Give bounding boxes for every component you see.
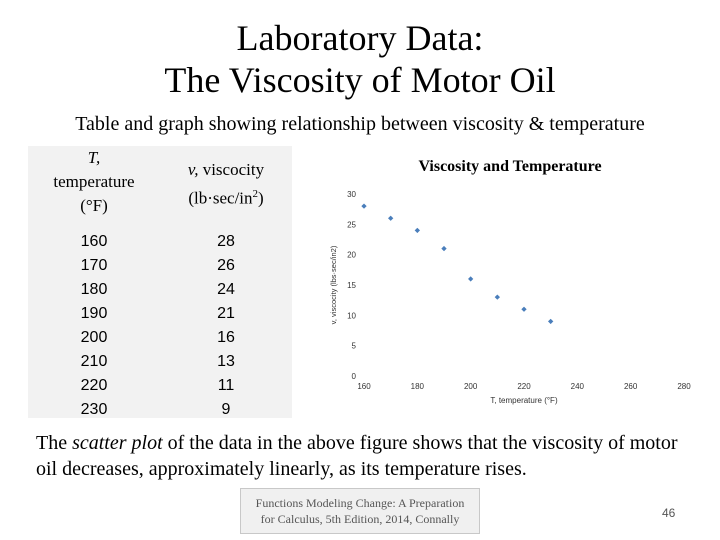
slide-title-line1: Laboratory Data: [236,18,484,58]
data-point [360,202,368,210]
x-tick-label: 240 [571,382,585,391]
temperature-column: T, temperature (°F) 160 170 180 190 200 … [28,146,160,422]
viscosity-cell: 28 [217,233,235,250]
viscosity-cell: 9 [221,401,231,418]
paragraph-emphasis: scatter plot [72,432,163,454]
y-axis-label: v, viscocity (lbs·sec/in2) [329,245,338,324]
temperature-header: T, temperature (°F) [28,146,160,230]
footer-text: Functions Modeling Change: A Preparation… [241,489,479,527]
data-point [520,305,528,314]
temperature-cell: 190 [80,305,108,322]
footer-box: Functions Modeling Change: A Preparation… [240,488,480,534]
slide-subtitle: Table and graph showing relationship bet… [75,113,645,135]
data-point [546,317,555,326]
temperature-cell: 230 [80,401,108,418]
data-point [466,275,475,283]
y-tick-label: 20 [347,251,356,260]
viscosity-cell: 24 [217,281,235,298]
data-table: T, temperature (°F) 160 170 180 190 200 … [28,146,292,418]
viscosity-cell: 21 [217,305,235,322]
viscosity-cell: 16 [217,329,235,346]
footer-line2: for Calculus, 5th Edition, 2014, Connall… [260,512,460,526]
x-tick-label: 160 [357,382,371,391]
temperature-cell: 210 [80,353,108,370]
data-point [386,214,395,223]
viscosity-column: v, viscocity (lb·sec/in2) 28 26 24 21 16… [160,146,292,422]
viscosity-unit-exponent: 2 [252,188,259,200]
temperature-cell: 220 [80,377,108,394]
temperature-word: temperature [53,172,135,191]
y-tick-label: 25 [347,220,356,229]
temperature-cell: 180 [80,281,108,298]
x-tick-label: 260 [624,382,638,391]
chart-title: Viscosity and Temperature [418,158,602,175]
footer-line1: Functions Modeling Change: A Preparation [255,496,465,510]
paragraph-pre: The [36,432,73,454]
y-tick-label: 10 [347,311,356,320]
data-point [413,226,422,235]
viscosity-cell: 26 [217,257,235,274]
data-point [493,293,502,301]
paragraph-post: of the data in the above figure shows th… [36,432,678,480]
y-tick-label: 5 [352,342,357,351]
x-tick-label: 200 [464,382,478,391]
x-tick-label: 180 [411,382,425,391]
viscosity-header: v, viscocity (lb·sec/in2) [160,146,292,230]
viscosity-word: viscocity [198,160,265,179]
slide-title-line2: The Viscosity of Motor Oil [164,60,556,100]
temperature-symbol: T, [87,148,101,167]
data-point [440,244,448,253]
viscosity-cell: 11 [217,377,235,394]
y-tick-label: 30 [347,190,356,199]
viscosity-unit-close: ) [258,188,264,208]
scatter-chart: 0 5 10 15 20 25 30 160 180 200 220 240 260 280 T, temp… [329,190,691,405]
temperature-unit: (°F) [80,196,108,215]
description-paragraph: The scatter plot of the data in the abov… [36,430,696,482]
y-tick-label: 0 [352,372,357,381]
x-axis-label: T, temperature (°F) [490,396,558,405]
viscosity-cell: 13 [217,353,235,370]
temperature-cell: 200 [80,329,108,346]
temperature-cell: 160 [80,233,108,250]
viscosity-symbol: v, [187,160,199,179]
page-number: 46 [662,506,676,520]
y-tick-label: 15 [347,281,356,290]
x-tick-label: 220 [517,382,531,391]
viscosity-unit: (lb·sec/in [188,188,253,208]
x-tick-label: 280 [677,382,691,391]
temperature-cell: 170 [80,257,108,274]
